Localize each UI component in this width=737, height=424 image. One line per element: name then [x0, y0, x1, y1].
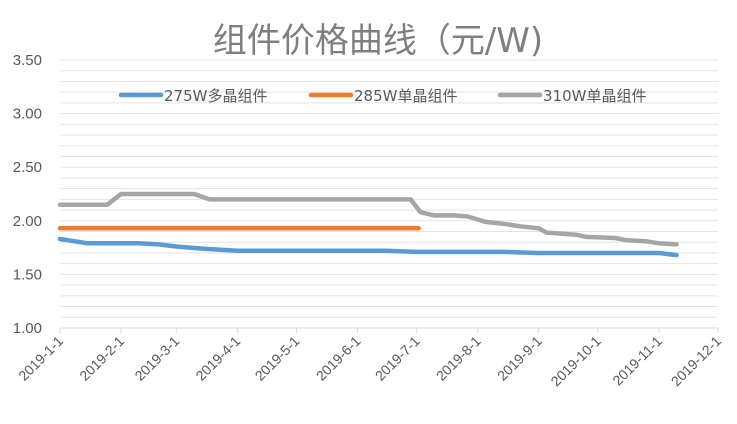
- x-tick-label: 2019-6-1: [313, 333, 364, 384]
- series-line: [57, 236, 679, 258]
- series-lines: [57, 191, 679, 258]
- chart-title: 组件价格曲线（元/W): [213, 21, 543, 61]
- y-tick-label: 1.00: [13, 320, 42, 337]
- x-tick-label: 2019-4-1: [192, 333, 243, 384]
- x-tick-label: 2019-11-1: [609, 333, 665, 389]
- y-axis-ticks: 1.00 1.50 2.00 2.50 3.00 3.50: [13, 52, 42, 337]
- y-tick-label: 2.00: [13, 213, 42, 230]
- y-tick-label: 3.00: [13, 106, 42, 123]
- x-tick-label: 2019-12-1: [668, 333, 725, 390]
- y-tick-label: 3.50: [13, 52, 42, 69]
- x-tick-label: 2019-3-1: [131, 333, 182, 384]
- x-tick-label: 2019-1-1: [15, 333, 66, 384]
- y-tick-label: 1.50: [13, 266, 42, 283]
- x-tick-label: 2019-2-1: [76, 333, 127, 384]
- x-tick-label: 2019-8-1: [433, 333, 484, 384]
- x-tick-label: 2019-9-1: [494, 333, 545, 384]
- legend-label: 310W单晶组件: [543, 87, 646, 105]
- series-line: [57, 191, 679, 247]
- legend: 275W多晶组件 285W单晶组件 310W单晶组件: [118, 87, 646, 105]
- legend-label: 285W单晶组件: [354, 87, 457, 105]
- x-tick-label: 2019-5-1: [252, 333, 303, 384]
- x-axis: 2019-1-1 2019-2-1 2019-3-1 2019-4-1 2019-5-1…: [15, 327, 725, 390]
- legend-label: 275W多晶组件: [164, 87, 267, 105]
- x-tick-label: 2019-7-1: [372, 333, 423, 384]
- x-tick-label: 2019-10-1: [548, 333, 605, 390]
- y-tick-label: 2.50: [13, 159, 42, 176]
